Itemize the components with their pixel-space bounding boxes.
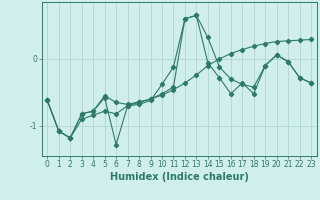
X-axis label: Humidex (Indice chaleur): Humidex (Indice chaleur) <box>110 172 249 182</box>
